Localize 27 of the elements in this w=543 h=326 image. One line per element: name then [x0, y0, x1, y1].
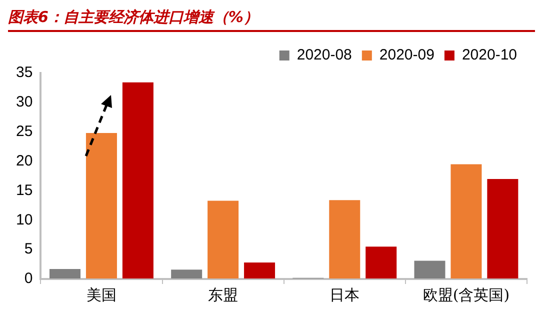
legend-label: 2020-09: [379, 46, 434, 64]
x-tick-label: 美国: [86, 286, 116, 304]
x-tick-label: 东盟: [208, 286, 238, 304]
y-tick-label: 35: [16, 64, 33, 82]
bar: [208, 200, 239, 278]
bar: [414, 260, 446, 278]
y-tick-label: 30: [16, 94, 33, 111]
legend-label: 2020-10: [462, 46, 518, 64]
y-tick-label: 25: [16, 123, 33, 140]
bar: [450, 164, 482, 278]
bar: [329, 200, 360, 278]
y-tick-label: 20: [16, 152, 33, 170]
bar: [244, 262, 276, 278]
chart-title: 图表6：自主要经济体进口增速（%）: [8, 8, 535, 32]
x-tick-label: 日本: [330, 286, 360, 304]
y-tick-label: 10: [16, 211, 33, 228]
y-tick-label: 0: [24, 270, 33, 288]
bar: [122, 82, 154, 278]
y-tick-label: 5: [24, 240, 33, 258]
x-tick-label: 欧盟(含英国): [422, 286, 510, 304]
bar: [366, 246, 397, 278]
bar: [50, 268, 80, 278]
bar: [487, 178, 518, 278]
y-tick-label: 15: [16, 182, 33, 199]
bar: [86, 133, 117, 278]
bar: [171, 270, 202, 278]
legend-label: 2020-08: [296, 46, 352, 64]
